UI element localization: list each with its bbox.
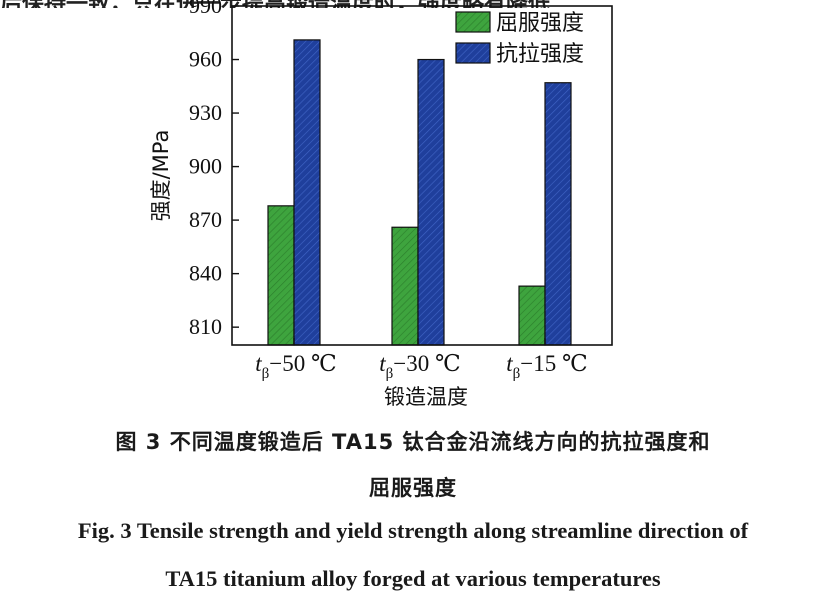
bar-tensile bbox=[544, 82, 572, 346]
caption-cn-line2: 屈服强度 bbox=[369, 476, 457, 500]
x-tick-label: tβ−30 ℃ bbox=[379, 351, 460, 382]
x-tick-label: tβ−50 ℃ bbox=[255, 351, 336, 382]
plot-frame bbox=[231, 5, 613, 346]
bar-yield bbox=[267, 205, 295, 346]
y-tick-label: 990 bbox=[189, 0, 222, 18]
legend-swatch-yield bbox=[455, 11, 491, 33]
legend-swatch-tensile bbox=[455, 42, 491, 64]
caption-en-line1: Fig. 3 Tensile strength and yield streng… bbox=[77, 518, 749, 543]
bar-tensile bbox=[417, 58, 445, 346]
caption-en-line2: TA15 titanium alloy forged at various te… bbox=[165, 566, 661, 591]
caption-cn-line1: 图 3 不同温度锻造后 TA15 钛合金沿流线方向的抗拉强度和 bbox=[115, 430, 711, 454]
y-tick-label: 810 bbox=[189, 314, 222, 339]
axes-group: 810 840 870 900 930 960 990 tβ−50 ℃ tβ−30 ℃ tβ−15… bbox=[189, 0, 613, 382]
legend-label-yield: 屈服强度 bbox=[496, 11, 584, 36]
bar-yield bbox=[518, 285, 546, 346]
y-tick-label: 960 bbox=[189, 47, 222, 72]
y-tick-label: 870 bbox=[189, 207, 222, 232]
bar-chart: 810 840 870 900 930 960 990 tβ−50 ℃ tβ−30 ℃ tβ−15… bbox=[149, 0, 613, 409]
bars-group bbox=[267, 39, 572, 346]
y-axis-title: 强度/MPa bbox=[149, 130, 173, 222]
y-tick-label: 840 bbox=[189, 261, 222, 286]
bar-tensile bbox=[293, 39, 321, 346]
cut-off-preceding-text: 后保持一致，只在进一步提高锻造温度时，强度略有降低 bbox=[0, 0, 826, 8]
bar-yield bbox=[391, 226, 419, 346]
y-tick-label: 900 bbox=[189, 154, 222, 179]
legend-label-tensile: 抗拉强度 bbox=[496, 42, 584, 67]
y-tick-label: 930 bbox=[189, 100, 222, 125]
x-tick-label: tβ−15 ℃ bbox=[506, 351, 587, 382]
x-axis-title: 锻造温度 bbox=[384, 385, 468, 409]
